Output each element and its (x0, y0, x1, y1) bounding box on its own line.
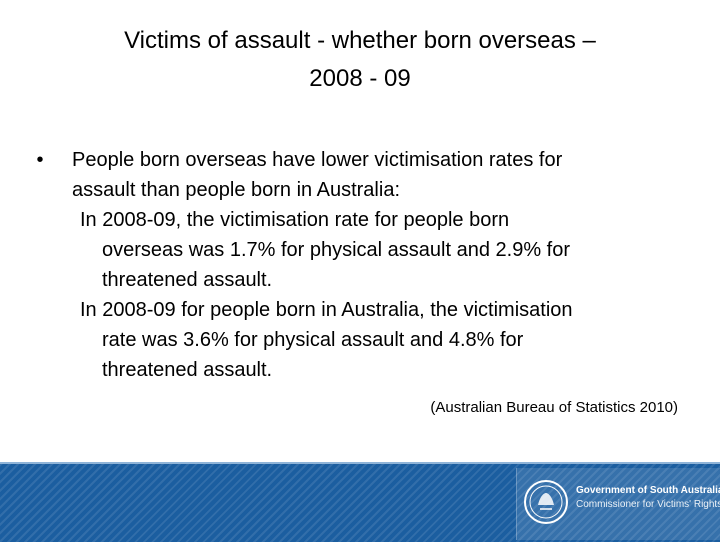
slide-body: • People born overseas have lower victim… (30, 145, 700, 385)
sub-point-australia-line-1: In 2008-09 for people born in Australia,… (80, 299, 573, 321)
main-bullet: • People born overseas have lower victim… (30, 145, 700, 205)
main-bullet-line-1: People born overseas have lower victimis… (72, 149, 563, 171)
sub-point-australia-line-3: threatened assault. (102, 359, 273, 381)
sub-point-overseas-line-2: overseas was 1.7% for physical assault a… (102, 239, 571, 261)
slide-title-line-1: Victims of assault - whether born overse… (124, 27, 596, 54)
main-bullet-line-2: assault than people born in Australia: (72, 179, 400, 201)
sub-point-overseas: In 2008-09, the victimisation rate for p… (30, 205, 700, 295)
government-logo-line-1: Government of South Australia (576, 485, 720, 496)
government-logo-line-2: Commissioner for Victims' Rights (576, 499, 720, 510)
slide-title-line-2: 2008 - 09 (309, 65, 411, 92)
sa-government-seal-icon (524, 480, 568, 524)
sub-point-australia: In 2008-09 for people born in Australia,… (30, 295, 700, 385)
footer-banner (0, 462, 720, 542)
bullet-dot-icon: • (36, 149, 44, 171)
slide-title: Victims of assault - whether born overse… (0, 22, 720, 98)
sub-point-overseas-line-1: In 2008-09, the victimisation rate for p… (80, 209, 510, 231)
sub-point-overseas-line-3: threatened assault. (102, 269, 273, 291)
government-logo-text: Government of South Australia Commission… (576, 484, 720, 512)
sub-point-australia-line-2: rate was 3.6% for physical assault and 4… (102, 329, 524, 351)
citation: (Australian Bureau of Statistics 2010) (430, 399, 678, 416)
